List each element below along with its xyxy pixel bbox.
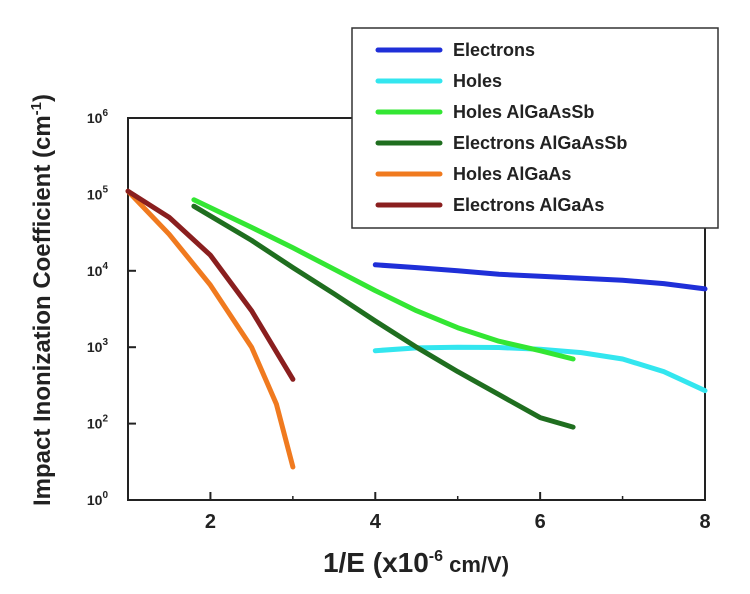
- y-tick-label: 100: [87, 490, 109, 508]
- legend: Electrons Holes Holes AlGaAsSb Electrons Al…: [351, 27, 719, 229]
- legend-label: Electrons AlGaAsSb: [453, 133, 627, 153]
- series-line-holes-algaassb: [191, 197, 576, 362]
- legend-label: Electrons: [453, 40, 535, 60]
- y-tick-labels: 106 105 104 103 102 100: [87, 108, 109, 508]
- legend-box: [351, 27, 719, 229]
- series-line-holes-algaas: [125, 188, 296, 470]
- series-layer: [125, 188, 708, 470]
- legend-label: Holes AlGaAsSb: [453, 102, 594, 122]
- x-axis-title: 1/E (x10-6 cm/V): [323, 547, 509, 578]
- series-line-electrons: [372, 262, 708, 292]
- y-tick-label: 106: [87, 108, 109, 126]
- x-tick-label: 6: [535, 511, 546, 533]
- series-line-electrons-algaas: [125, 188, 296, 382]
- y-tick-label: 102: [87, 414, 109, 432]
- y-tick-label: 105: [87, 184, 109, 202]
- y-axis-title: Impact Inonization Coefficient (cm-1): [28, 94, 56, 506]
- x-tick-labels: 2 4 6 8: [205, 511, 711, 533]
- x-tick-label: 2: [205, 511, 216, 533]
- y-tick-label: 103: [87, 337, 109, 355]
- legend-label: Holes: [453, 71, 502, 91]
- y-tick-label: 104: [87, 261, 109, 279]
- series-line-electrons-algaassb: [191, 203, 576, 430]
- legend-label: Electrons AlGaAs: [453, 195, 604, 215]
- x-tick-label: 8: [699, 511, 710, 533]
- legend-label: Holes AlGaAs: [453, 164, 571, 184]
- x-tick-label: 4: [370, 511, 382, 533]
